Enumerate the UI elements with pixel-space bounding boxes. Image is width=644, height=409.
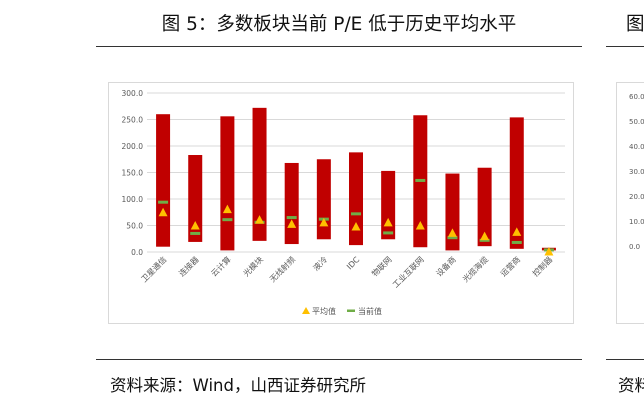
category-label: 无线射频 xyxy=(267,254,297,284)
ytick-label: 200.0 xyxy=(122,142,144,151)
next-title-rule xyxy=(606,46,644,47)
current-marker xyxy=(415,178,426,182)
next-figure-source-fragment: 资料 xyxy=(618,376,644,395)
category-label: IDC xyxy=(345,255,362,272)
figure-title: 图 5：多数板块当前 P/E 低于历史平均水平 xyxy=(161,14,517,35)
range-bar xyxy=(477,167,492,247)
chart-frame: 300.0 250.0 200.0 150.0 100.0 50.0 0.0 卫星通信 连接器云… xyxy=(108,82,574,324)
source-rule xyxy=(96,359,582,360)
average-marker xyxy=(512,227,522,236)
range-bar xyxy=(252,107,267,241)
range-bar xyxy=(349,152,363,246)
next-ytick-label: 10.0 xyxy=(629,218,644,226)
range-bar xyxy=(284,162,299,245)
next-ytick-label: 40.0 xyxy=(629,143,644,151)
ytick-label: 0.0 xyxy=(131,248,143,257)
figure-source: 资料来源：Wind，山西证券研究所 xyxy=(110,376,366,395)
average-marker xyxy=(480,231,490,241)
range-bar xyxy=(509,117,524,249)
next-ytick-label: 0.0 xyxy=(629,243,641,251)
category-label: 光缆海缆 xyxy=(460,254,490,284)
current-marker xyxy=(447,236,458,240)
legend-current-label: 当前值 xyxy=(358,306,382,316)
legend-average-swatch xyxy=(302,307,310,314)
ytick-label: 150.0 xyxy=(122,169,144,178)
average-marker xyxy=(415,221,425,230)
next-ytick-label: 60.0 xyxy=(629,93,644,101)
next-source-rule xyxy=(606,359,644,360)
current-marker xyxy=(479,238,490,242)
category-label: 设备商 xyxy=(434,254,458,278)
category-label: 光模块 xyxy=(241,254,265,278)
range-bar xyxy=(220,116,235,251)
title-rule xyxy=(96,46,582,47)
current-marker xyxy=(158,200,169,204)
average-marker xyxy=(255,215,265,224)
pe-range-chart: 300.0 250.0 200.0 150.0 100.0 50.0 0.0卫星通信 连接器云… xyxy=(122,89,565,316)
ytick-label: 100.0 xyxy=(122,195,144,204)
average-marker xyxy=(447,228,457,237)
next-ytick-label: 20.0 xyxy=(629,193,644,201)
range-bar xyxy=(381,170,396,240)
category-label: 云计算 xyxy=(209,254,233,278)
range-bar xyxy=(156,114,171,247)
average-marker xyxy=(544,246,554,256)
category-label: 控制器 xyxy=(530,254,554,278)
ytick-label: 50.0 xyxy=(126,222,143,231)
average-marker xyxy=(319,217,329,227)
category-label: 物联网 xyxy=(370,254,394,278)
range-bar xyxy=(188,155,203,242)
category-label: 运营商 xyxy=(498,254,522,278)
average-marker xyxy=(190,221,200,230)
category-label: 液冷 xyxy=(311,254,329,272)
current-marker xyxy=(351,212,361,216)
category-label: 工业互联网 xyxy=(390,254,425,289)
next-chart-frame: 60.0 50.0 40.0 30.0 20.0 10.0 0.0 xyxy=(616,82,644,324)
average-marker xyxy=(287,219,297,228)
ytick-label: 250.0 xyxy=(122,116,144,125)
current-marker xyxy=(222,218,233,222)
category-label: 连接器 xyxy=(177,254,201,278)
next-ytick-label: 50.0 xyxy=(629,118,644,126)
current-marker xyxy=(286,216,297,220)
category-label: 卫星通信 xyxy=(139,254,169,284)
average-marker xyxy=(158,207,168,217)
next-figure-title-fragment: 图 xyxy=(626,14,644,35)
legend-current-swatch xyxy=(347,309,355,312)
average-marker xyxy=(351,222,361,231)
current-marker xyxy=(190,231,201,235)
range-bar xyxy=(445,173,460,251)
legend-average-label: 平均值 xyxy=(312,306,336,316)
average-marker xyxy=(383,217,393,227)
current-marker xyxy=(511,240,522,244)
range-bar xyxy=(316,159,331,240)
ytick-label: 300.0 xyxy=(122,89,144,98)
current-marker xyxy=(383,231,394,235)
next-ytick-label: 30.0 xyxy=(629,168,644,176)
average-marker xyxy=(222,204,232,214)
